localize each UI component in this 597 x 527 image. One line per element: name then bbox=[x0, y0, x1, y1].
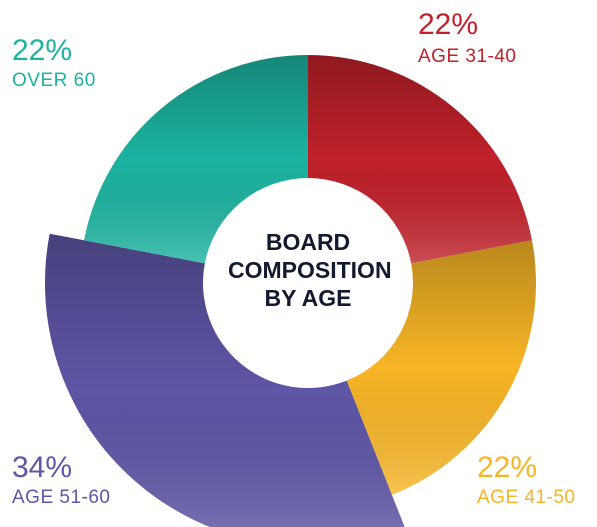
slice-shade bbox=[45, 233, 405, 527]
value-label: 34% bbox=[12, 451, 72, 484]
slice-shade bbox=[308, 55, 532, 264]
category-label: AGE 41-50 bbox=[477, 487, 576, 508]
value-label: 22% bbox=[477, 451, 537, 484]
slice-shade bbox=[346, 240, 536, 495]
category-label: OVER 60 bbox=[12, 70, 96, 91]
value-label: 22% bbox=[418, 8, 478, 41]
category-label: AGE 51-60 bbox=[12, 487, 111, 508]
chart-title: BOARD COMPOSITION BY AGE bbox=[228, 229, 392, 311]
category-label: AGE 31-40 bbox=[418, 46, 517, 67]
value-label: 22% bbox=[12, 34, 72, 67]
slice-shade bbox=[84, 55, 308, 264]
